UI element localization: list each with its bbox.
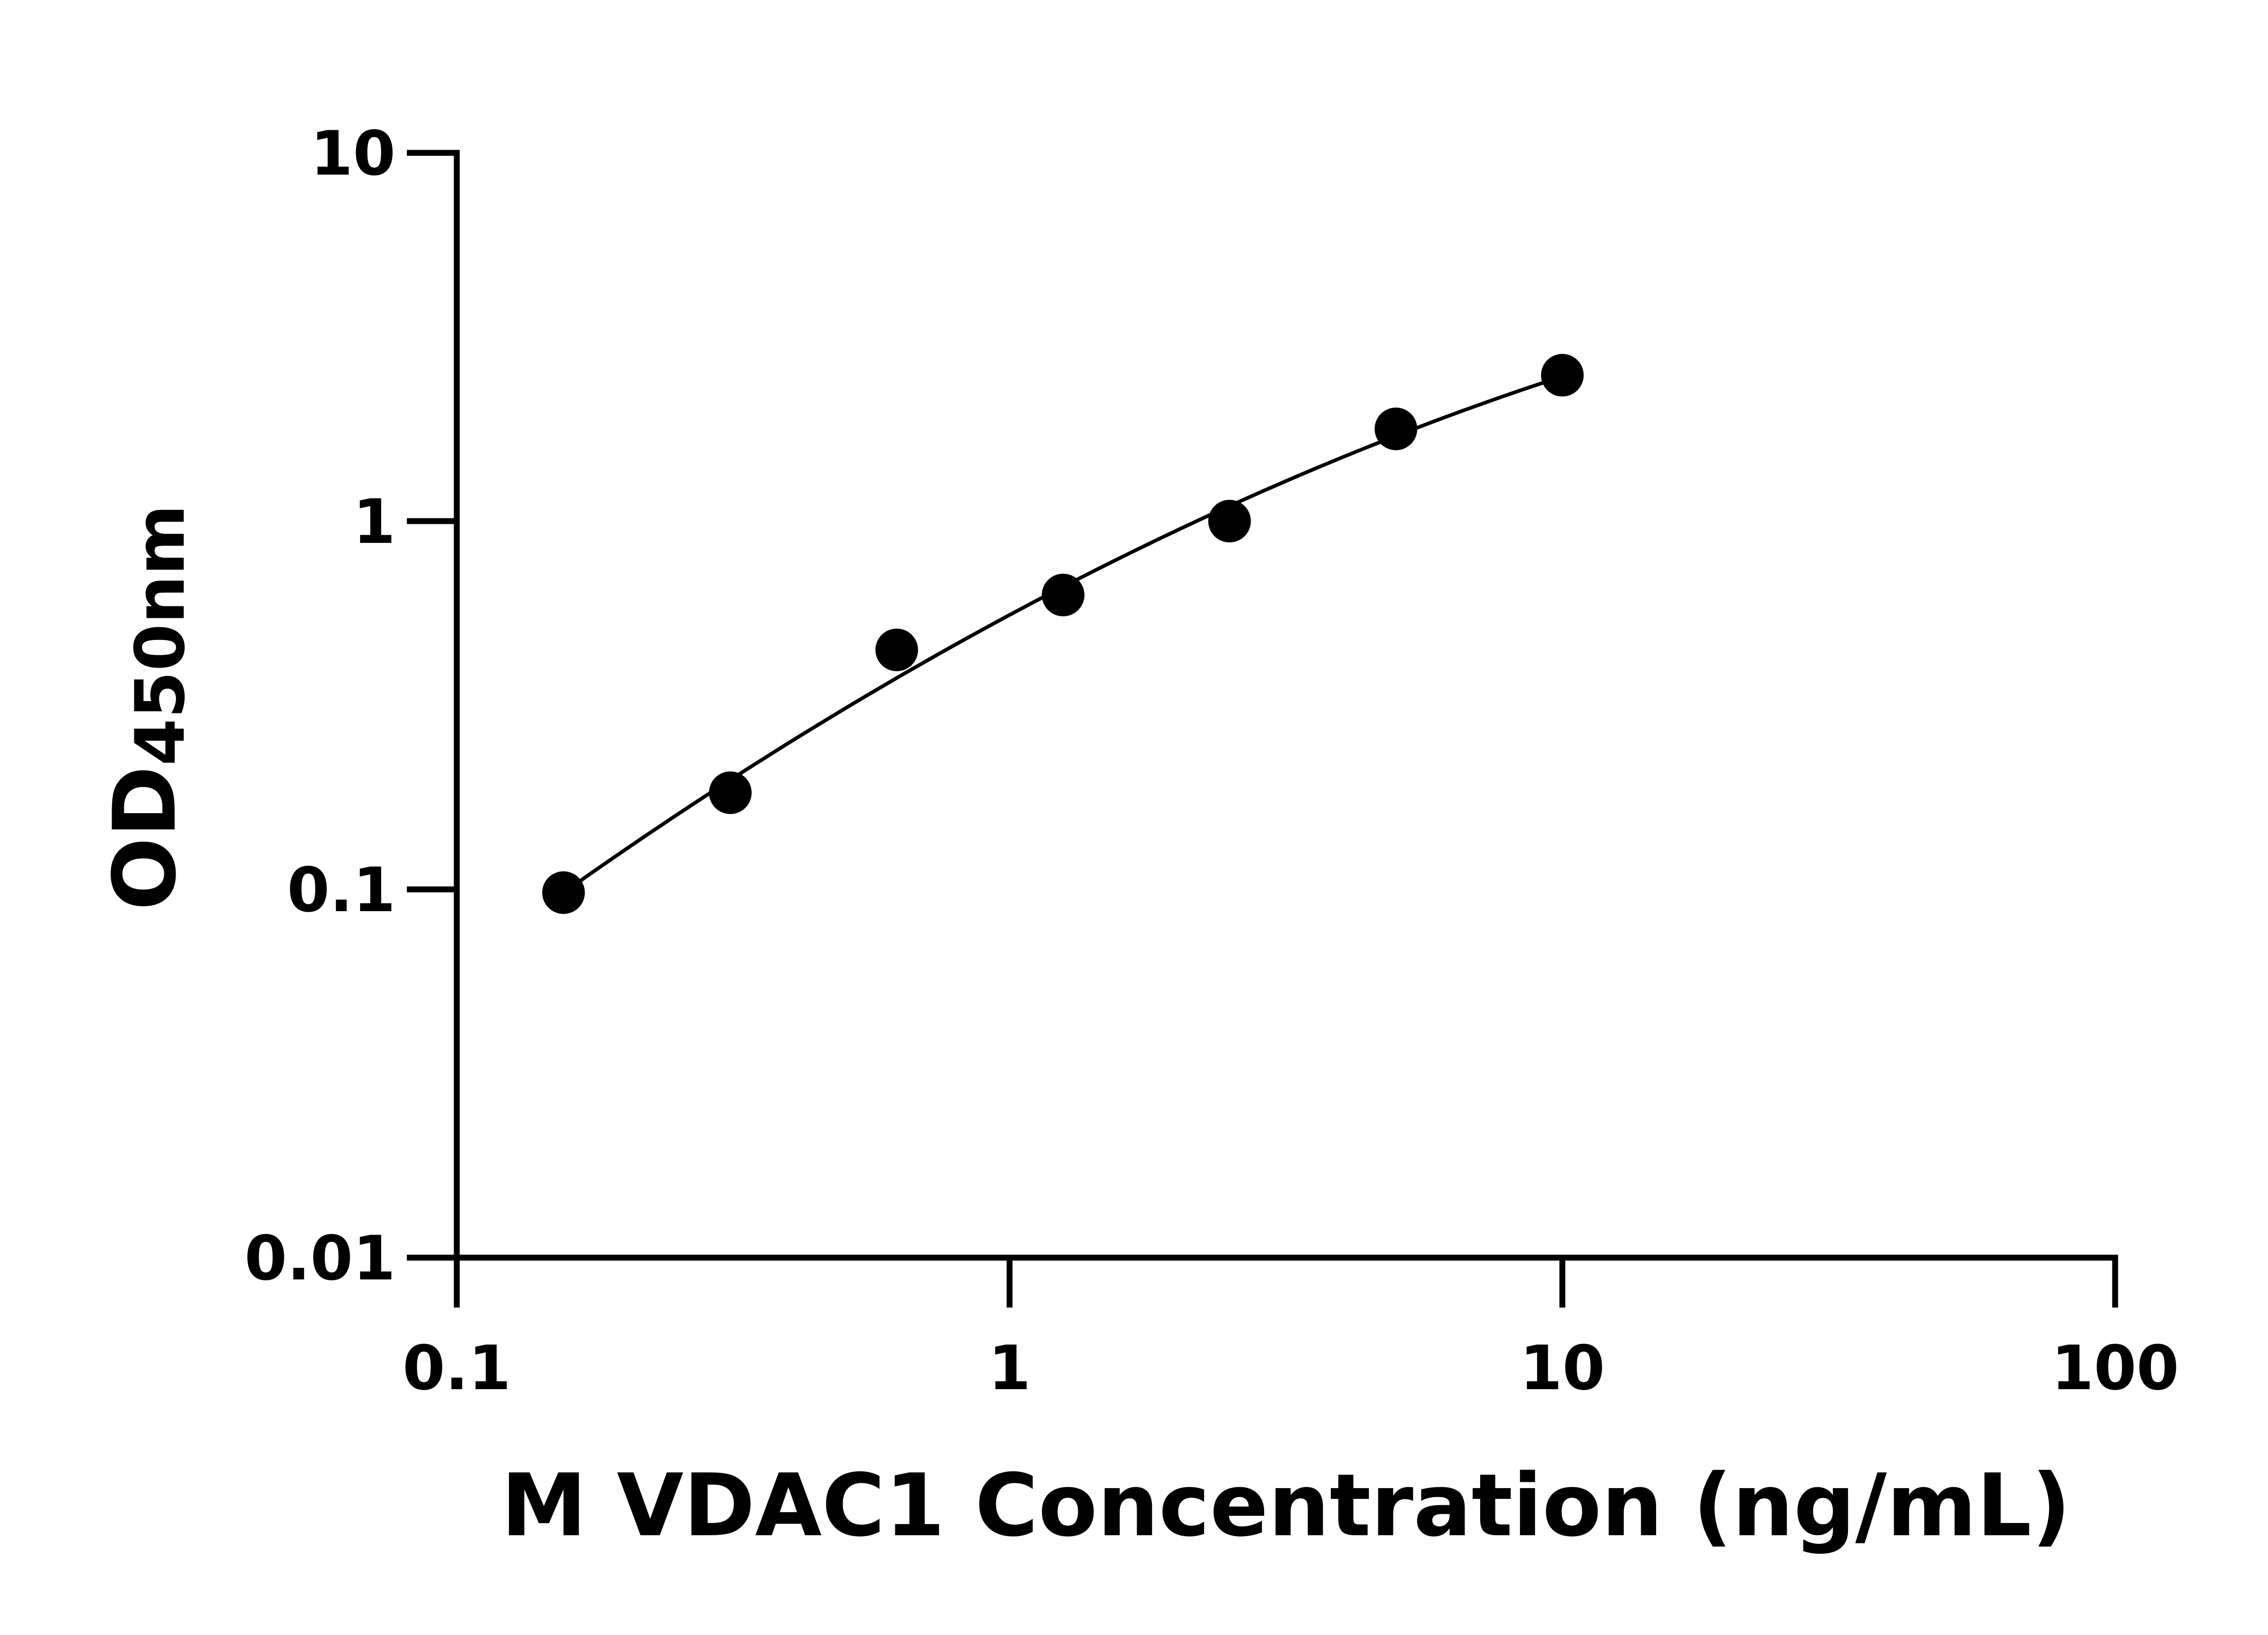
y-tick-label: 1	[353, 486, 396, 557]
data-points	[542, 354, 1584, 914]
y-axis-title: OD450nm	[95, 504, 200, 910]
fit-curve	[562, 375, 1563, 894]
fit-curve-group	[562, 375, 1563, 894]
data-point	[542, 871, 585, 914]
y-axis-title-sub: 450nm	[121, 504, 200, 766]
data-point	[1208, 500, 1251, 542]
x-tick-label: 0.1	[402, 1332, 511, 1404]
data-point	[875, 628, 918, 671]
data-point	[709, 771, 752, 814]
data-point	[1374, 407, 1418, 450]
x-tick-label: 1	[988, 1332, 1031, 1404]
data-point	[1041, 573, 1085, 616]
x-axis-title: M VDAC1 Concentration (ng/mL)	[501, 1455, 2071, 1556]
y-axis-title-main: OD	[95, 766, 195, 910]
y-tick-label: 0.01	[244, 1223, 396, 1294]
data-point	[1541, 354, 1584, 397]
x-tick-label: 10	[1520, 1332, 1605, 1404]
y-tick-label: 10	[310, 118, 396, 189]
x-tick-label: 100	[2051, 1332, 2179, 1404]
y-tick-label: 0.1	[287, 854, 396, 926]
